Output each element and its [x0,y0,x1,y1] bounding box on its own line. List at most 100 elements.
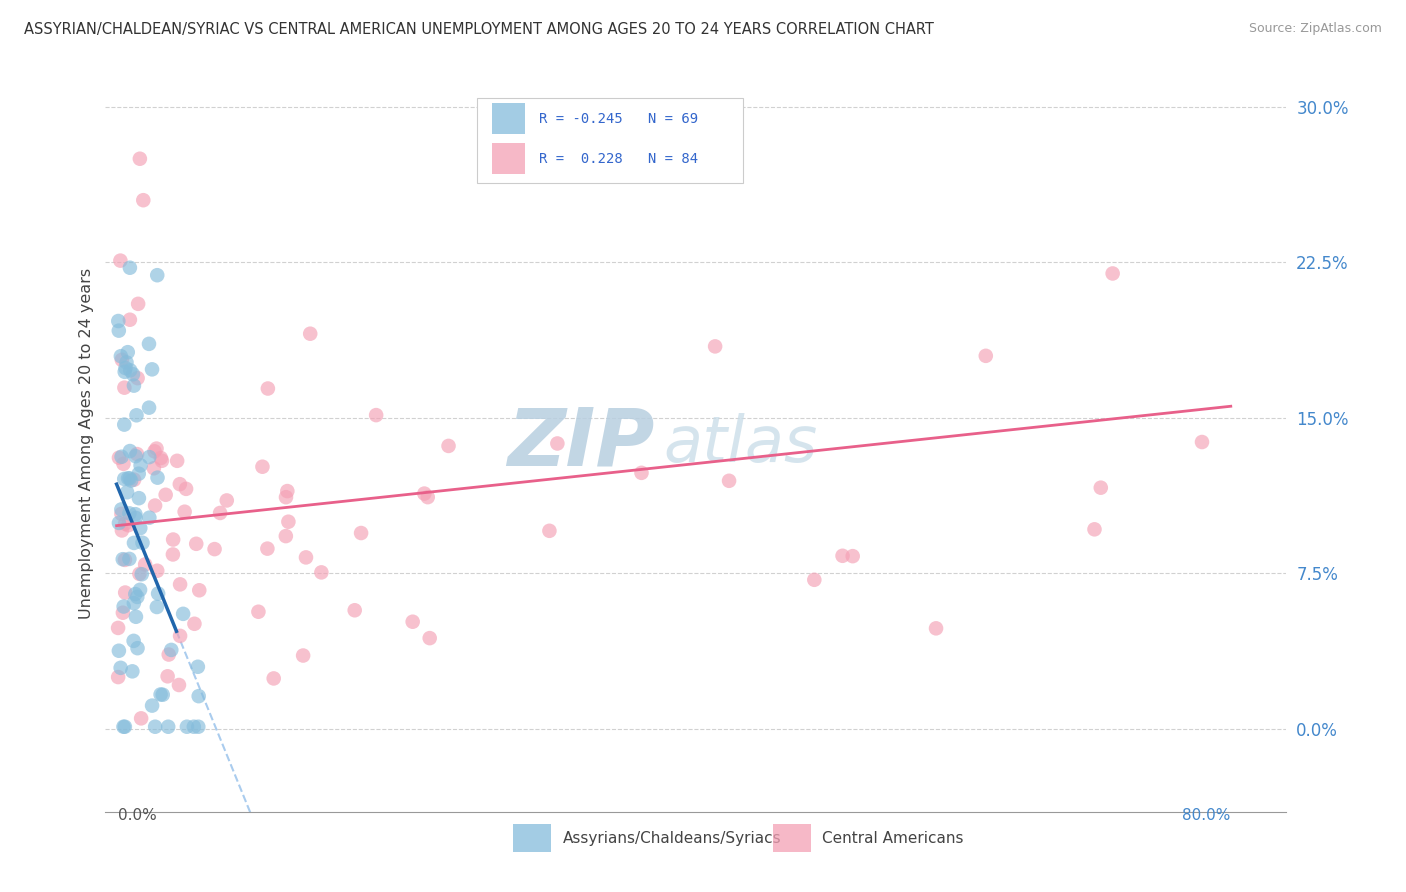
Point [146,599,169,614]
Point [108,644,131,658]
Point [110,507,132,521]
Point [146,470,169,484]
Point [274,529,297,543]
Point [209,506,232,520]
Text: R =  0.228   N = 84: R = 0.228 N = 84 [538,152,697,166]
Point [162,533,184,547]
Bar [492,103,524,135]
Point [112,720,135,734]
Point [108,450,131,465]
Point [122,368,145,382]
Point [149,688,172,702]
Point [118,312,141,326]
Point [257,382,280,396]
Point [127,641,149,656]
Point [292,648,315,663]
Point [114,516,136,531]
Point [1083,522,1105,536]
Point [841,549,863,563]
Point [118,552,141,566]
Point [546,436,568,450]
Point [402,615,425,629]
Point [108,324,131,338]
Point [145,442,167,456]
Point [118,507,141,521]
Point [112,599,135,614]
Point [141,698,163,713]
Point [146,586,169,600]
Point [183,616,205,631]
Point [167,678,190,692]
Bar [492,143,524,174]
Point [124,587,146,601]
Text: ASSYRIAN/CHALDEAN/SYRIAC VS CENTRAL AMERICAN UNEMPLOYMENT AMONG AGES 20 TO 24 YE: ASSYRIAN/CHALDEAN/SYRIAC VS CENTRAL AMER… [24,22,934,37]
Point [117,471,139,485]
Point [187,720,209,734]
Point [114,585,136,599]
Text: ZIP: ZIP [508,405,655,483]
Point [122,473,145,487]
Point [174,482,197,496]
Point [173,505,195,519]
Point [125,609,148,624]
Point [166,454,188,468]
Point [419,631,441,645]
Point [125,447,148,461]
Point [122,536,145,550]
Text: 0.0%: 0.0% [118,807,156,822]
Point [803,573,825,587]
Point [704,339,727,353]
Point [215,493,238,508]
Text: 80.0%: 80.0% [1182,807,1230,822]
Point [156,669,179,683]
Point [311,566,333,580]
Point [111,552,134,566]
Point [437,439,460,453]
Point [110,502,132,516]
Point [110,450,132,464]
Point [413,486,436,500]
Point [630,466,652,480]
Point [107,314,129,328]
Point [143,499,166,513]
Point [1191,435,1213,450]
Point [118,444,141,458]
Point [128,491,150,505]
Point [127,371,149,385]
Point [169,477,191,491]
Point [118,471,141,485]
Point [110,661,132,675]
Point [122,378,145,392]
Point [1101,267,1123,281]
Point [169,577,191,591]
Point [131,535,153,549]
Point [138,336,160,351]
Point [416,490,439,504]
Point [718,474,741,488]
Point [925,621,948,635]
Point [186,537,208,551]
Point [120,363,142,377]
Point [112,417,135,432]
Point [538,524,561,538]
Point [117,345,139,359]
Point [350,526,373,541]
Point [131,567,153,582]
Point [252,459,274,474]
Point [138,401,160,415]
Point [129,582,152,597]
Point [107,621,129,635]
Point [112,472,135,486]
Point [150,454,173,468]
Point [176,720,198,734]
Point [143,720,166,734]
Point [146,268,169,283]
Text: Source: ZipAtlas.com: Source: ZipAtlas.com [1249,22,1382,36]
Point [114,720,136,734]
Point [125,409,148,423]
Point [134,558,156,572]
Point [187,660,209,674]
Point [132,193,155,207]
Point [1090,481,1112,495]
Text: Central Americans: Central Americans [823,830,965,846]
